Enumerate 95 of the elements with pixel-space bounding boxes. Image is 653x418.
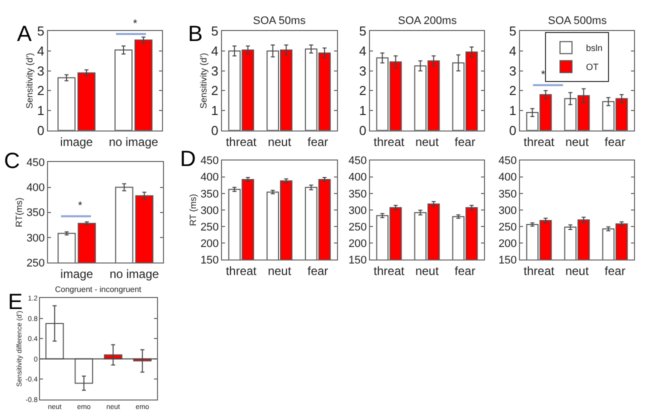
x-tick-label: fear — [307, 134, 328, 149]
y-tick-label: 1 — [37, 103, 44, 118]
y-tick-label: 200 — [498, 238, 517, 250]
x-tick-label: neut — [415, 134, 440, 149]
y-tick-label: 5 — [509, 24, 516, 39]
y-tick-label: 3 — [359, 63, 366, 78]
x-tick-label: threat — [524, 134, 556, 149]
y-tick-label: 300 — [348, 204, 367, 217]
x-tick-label: neut — [565, 134, 590, 149]
x-tick-label: fear — [307, 264, 328, 278]
x-tick-label: neut — [268, 264, 292, 278]
y-tick-label: 2 — [211, 83, 218, 98]
x-tick-label: fear — [604, 264, 626, 278]
bar — [58, 77, 76, 130]
y-tick-label: 0 — [211, 122, 218, 138]
chart-title: SOA 50ms — [253, 15, 306, 27]
bar — [74, 358, 94, 384]
y-tick-label: 2 — [509, 83, 516, 98]
y-tick-label: 200 — [348, 238, 367, 250]
y-tick-label: 1 — [211, 103, 218, 118]
y-tick-label: 1 — [509, 103, 516, 118]
y-tick-label: 3 — [37, 63, 44, 78]
chart-title: Congruent - incongruent — [55, 285, 142, 294]
y-tick-label: 350 — [498, 188, 517, 200]
annotation: * — [541, 69, 546, 81]
y-axis-title: Sensitivity (d') — [24, 52, 35, 109]
y-tick-label: 150 — [200, 254, 219, 266]
y-tick-label: 300 — [26, 232, 45, 244]
bar — [45, 322, 64, 360]
y-tick-label: 150 — [498, 254, 517, 266]
y-tick-label: 4 — [509, 44, 516, 59]
y-tick-label: 2 — [359, 83, 366, 98]
x-tick-label: threat — [226, 264, 258, 278]
text: * — [133, 18, 138, 30]
y-tick-label: 4 — [211, 44, 218, 59]
y-tick-label: 450 — [26, 157, 45, 170]
y-axis-title: RT(ms) — [14, 197, 24, 228]
x-tick-label: threat — [226, 134, 258, 149]
y-tick-label: 300 — [200, 204, 219, 217]
y-tick-label: 250 — [498, 221, 517, 234]
y-tick-label: 5 — [211, 24, 218, 39]
x-tick-label: image — [60, 134, 94, 149]
bar — [114, 49, 132, 130]
y-tick-label: 350 — [200, 188, 219, 200]
y-tick-label: 400 — [498, 172, 517, 184]
y-tick-label: 400 — [200, 172, 219, 184]
x-tick-label: no image — [110, 266, 160, 281]
y-tick-label: 2 — [37, 83, 44, 98]
y-tick-label: 250 — [348, 221, 367, 234]
y-tick-label: 3 — [509, 63, 516, 78]
x-tick-label: threat — [374, 134, 406, 149]
bar — [134, 40, 152, 130]
x-tick-label: fear — [454, 134, 476, 149]
y-tick-label: 450 — [348, 155, 367, 168]
y-tick-label: 5 — [359, 24, 366, 39]
x-tick-label: no image — [108, 134, 159, 149]
x-tick-label: neut — [268, 134, 292, 149]
y-tick-label: 250 — [26, 257, 45, 270]
x-tick-label: fear — [604, 134, 626, 149]
y-tick-label: 0 — [359, 122, 366, 138]
y-tick-label: 4 — [359, 44, 366, 59]
x-tick-label: threat — [524, 264, 556, 278]
x-tick-label: threat — [374, 264, 406, 278]
x-tick-label: neut — [565, 264, 590, 278]
y-tick-label: 0 — [509, 122, 516, 138]
x-tick-label: image — [60, 266, 94, 281]
text: D — [180, 146, 196, 171]
y-axis-title: RT (ms) — [188, 194, 198, 226]
y-tick-label: 400 — [26, 182, 45, 194]
bar — [78, 72, 96, 130]
y-tick-label: 450 — [200, 155, 219, 168]
y-tick-label: 0 — [37, 122, 44, 138]
y-tick-label: 200 — [200, 238, 219, 250]
y-tick-label: 250 — [200, 221, 219, 234]
chart-title: SOA 200ms — [398, 15, 458, 27]
y-tick-label: 450 — [498, 155, 517, 168]
y-tick-label: 400 — [348, 172, 367, 184]
text: A — [17, 21, 32, 46]
annotation: * — [78, 200, 83, 212]
y-tick-label: 5 — [37, 24, 44, 39]
text: B — [188, 21, 203, 46]
y-tick-label: 3 — [211, 63, 218, 78]
y-tick-label: 350 — [26, 207, 45, 220]
y-tick-label: 350 — [348, 188, 367, 200]
y-axis-title: Sensitivity (d') — [198, 52, 209, 109]
x-tick-label: neut — [415, 264, 440, 278]
y-tick-label: 1 — [359, 103, 366, 118]
y-tick-label: 4 — [37, 44, 44, 59]
legend-label: bsln — [586, 43, 603, 54]
x-tick-label: fear — [454, 264, 476, 278]
y-tick-label: 150 — [348, 254, 367, 266]
chart-title: SOA 500ms — [548, 15, 608, 27]
text: C — [4, 148, 20, 173]
legend-label: OT — [586, 62, 599, 72]
y-tick-label: 300 — [498, 204, 517, 217]
